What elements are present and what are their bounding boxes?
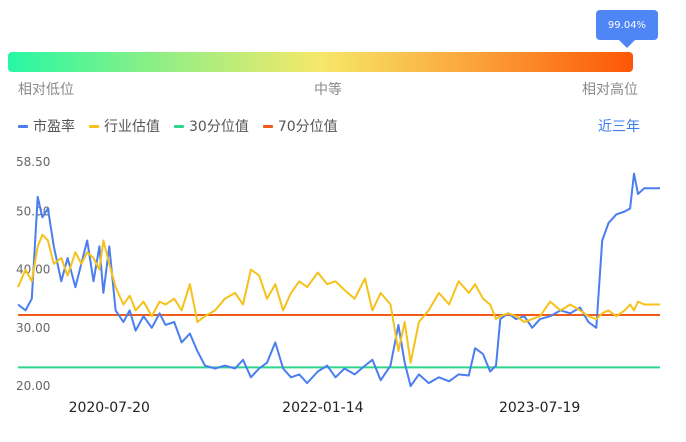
series-line: [17, 172, 660, 387]
legend-label-pe: 市盈率: [33, 119, 75, 135]
percentile-tooltip: 99.04%: [596, 10, 658, 40]
legend-label-p30: 30分位值: [189, 119, 249, 135]
legend-item-pe[interactable]: 市盈率: [18, 116, 75, 136]
percentile-gauge-bar: [8, 52, 633, 72]
legend-item-p30[interactable]: 30分位值: [174, 116, 249, 136]
gauge-label-mid: 中等: [314, 82, 342, 98]
legend-label-industry: 行业估值: [104, 119, 160, 135]
series-line: [17, 233, 660, 364]
legend-label-p70: 70分位值: [277, 119, 338, 135]
range-selector-three-years[interactable]: 近三年: [598, 119, 640, 135]
legend-swatch-p30: [174, 124, 184, 128]
y-tick-label: 58.50: [16, 155, 50, 169]
legend-swatch-industry: [89, 124, 99, 128]
gauge-label-high: 相对高位: [582, 82, 638, 98]
tooltip-arrow: [619, 40, 635, 48]
legend-item-industry[interactable]: 行业估值: [89, 116, 160, 136]
y-tick-label: 30.00: [16, 321, 50, 335]
y-tick-label: 20.00: [16, 379, 50, 393]
x-tick-label: 2022-01-14: [282, 400, 363, 416]
x-axis-ticks: 2020-07-20 2022-01-14 2023-07-19: [69, 400, 581, 416]
legend-swatch-pe: [18, 124, 28, 128]
x-tick-label: 2020-07-20: [69, 400, 150, 416]
legend-swatch-p70: [262, 124, 273, 128]
chart-legend: 市盈率 行业估值 30分位值 70分位值: [18, 116, 352, 136]
x-tick-label: 2023-07-19: [499, 400, 580, 416]
series-lines: [17, 172, 660, 387]
reference-lines: [18, 314, 660, 369]
legend-item-p70[interactable]: 70分位值: [262, 116, 338, 136]
gauge-label-low: 相对低位: [18, 82, 74, 98]
